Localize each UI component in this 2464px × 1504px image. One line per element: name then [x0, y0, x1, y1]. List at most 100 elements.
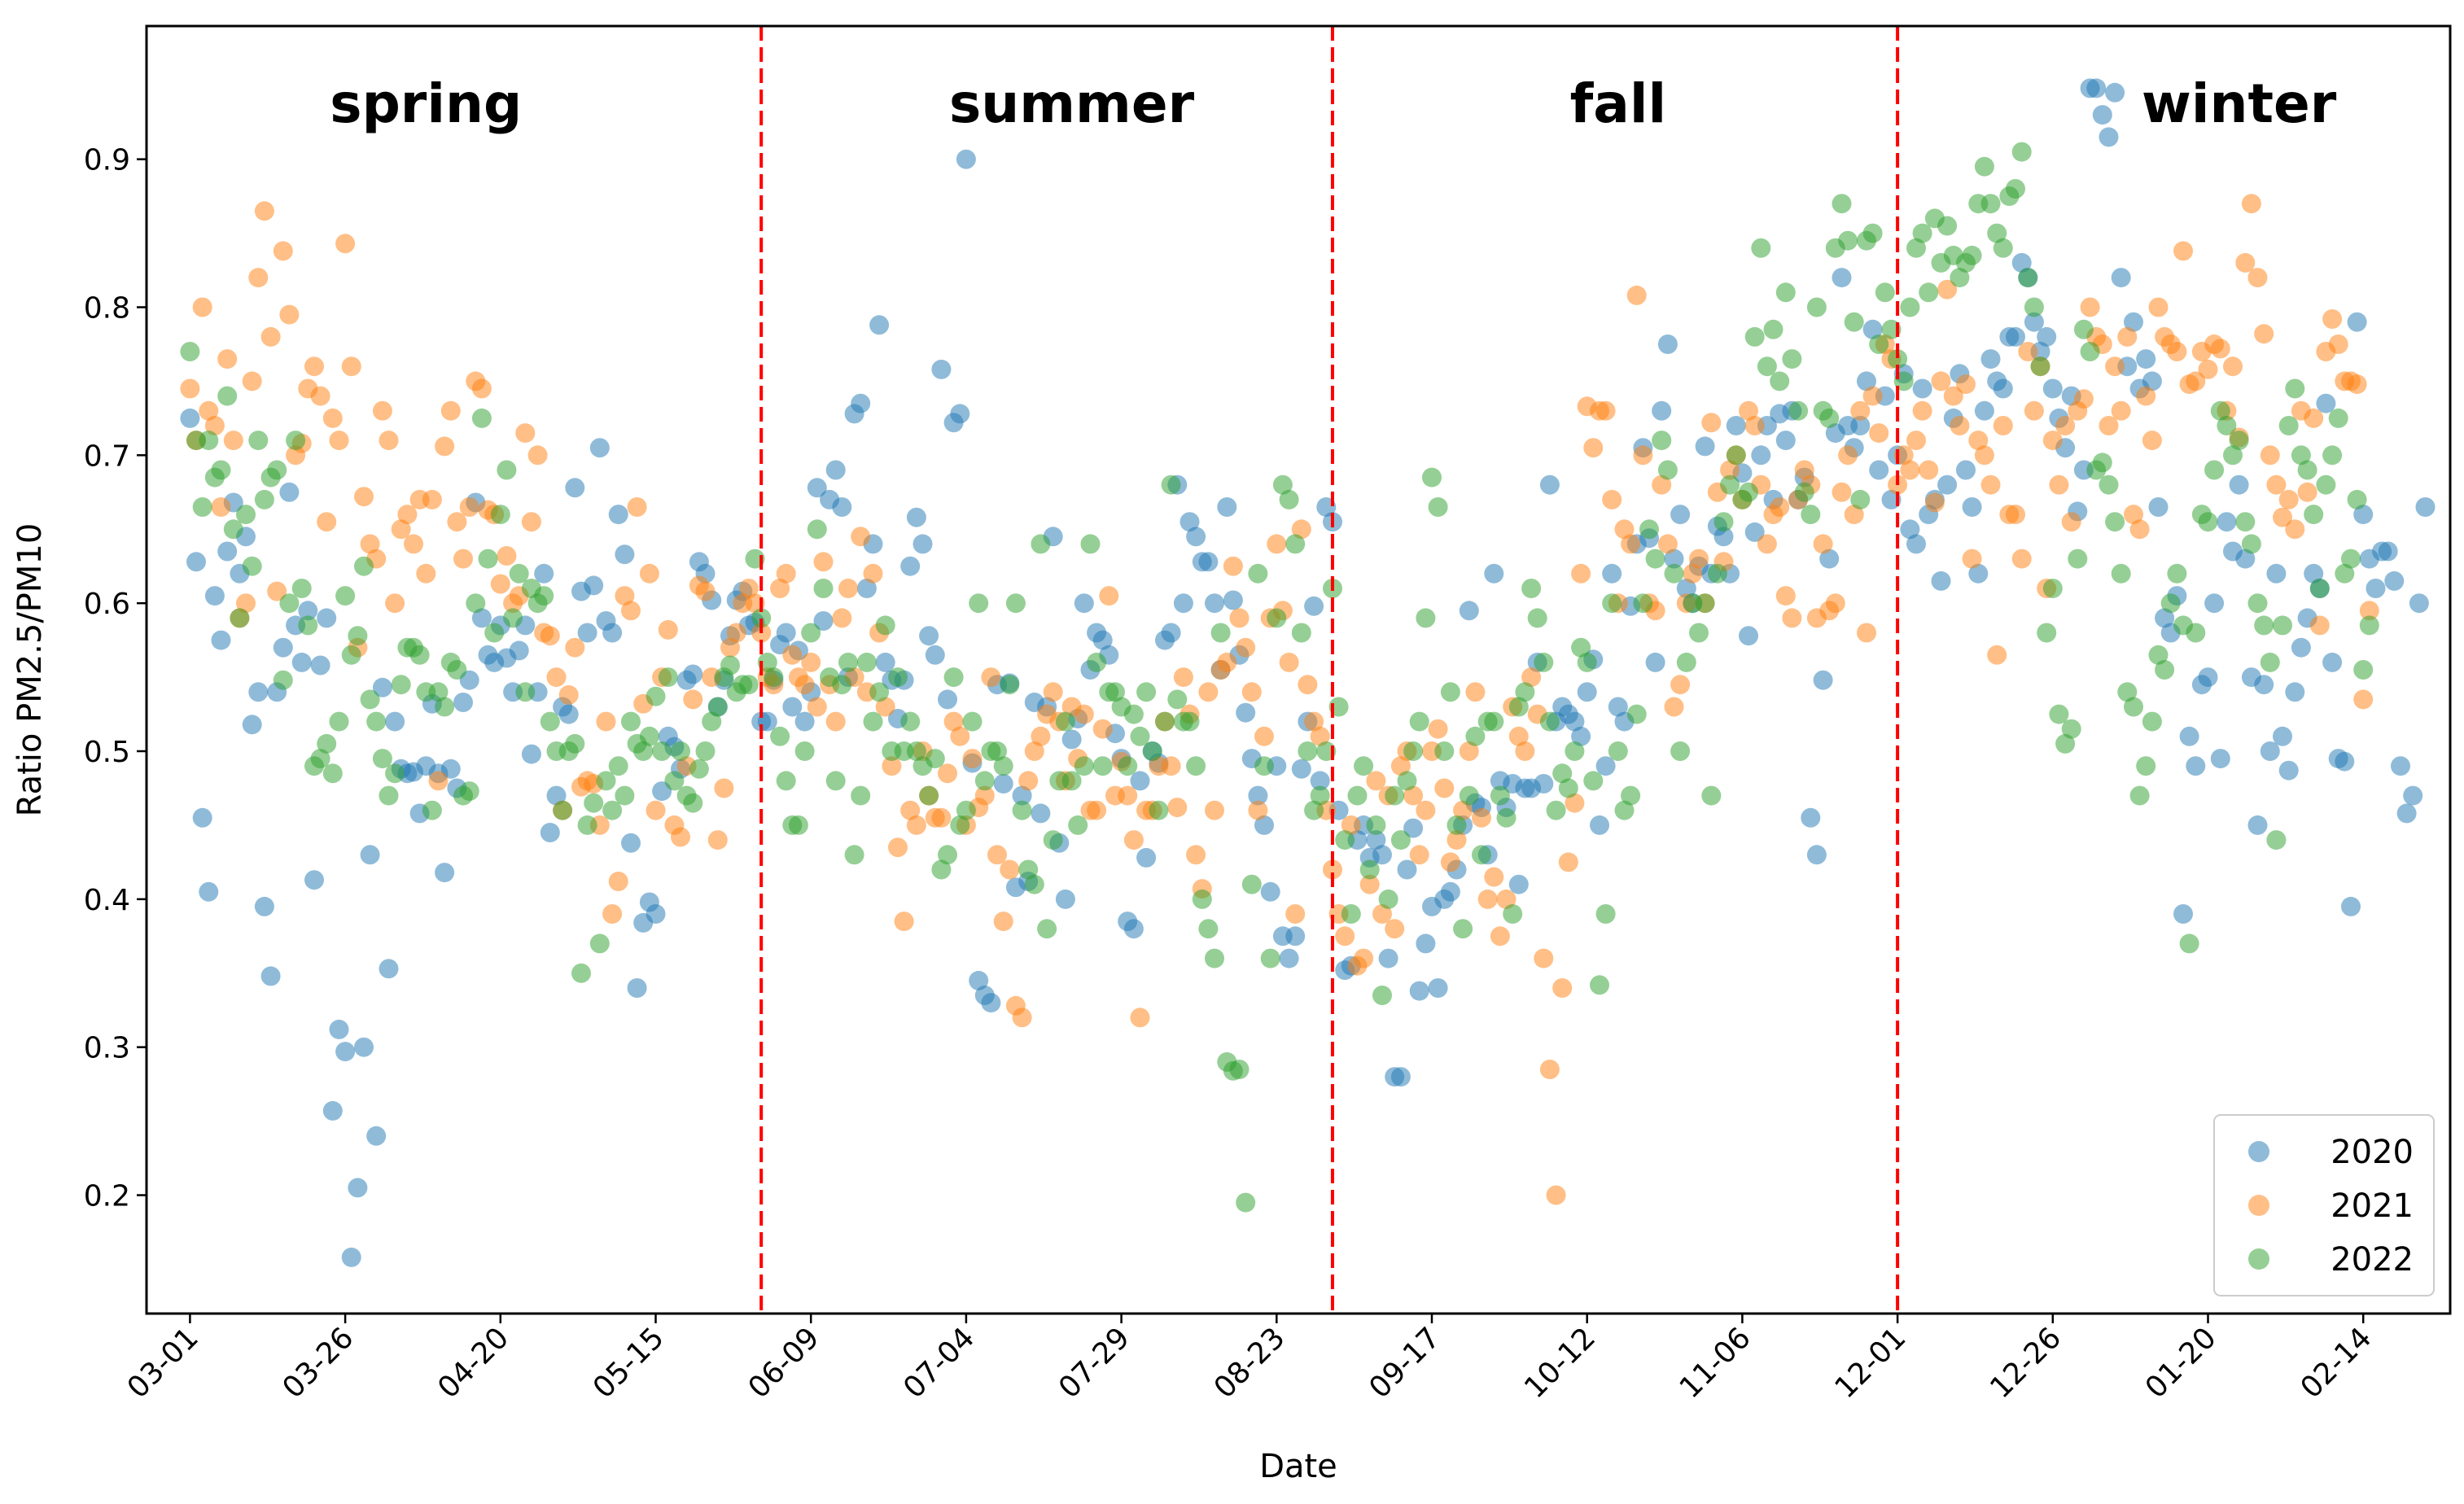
point-2021-128 — [974, 785, 995, 806]
point-2022-277 — [1900, 297, 1920, 317]
point-2022-128 — [974, 771, 995, 791]
point-2021-147 — [1092, 719, 1113, 739]
point-2021-2 — [192, 297, 212, 317]
point-2022-81 — [683, 793, 703, 813]
y-axis-label: Ratio PM2.5/PM10 — [11, 523, 49, 817]
point-2021-186 — [1335, 926, 1355, 947]
point-2021-36 — [404, 534, 423, 554]
point-2022-165 — [1205, 948, 1224, 968]
point-2020-120 — [925, 645, 945, 665]
point-2022-106 — [838, 652, 858, 672]
legend-box — [2213, 1114, 2435, 1296]
point-2022-348 — [2341, 549, 2361, 569]
point-2021-271 — [1862, 386, 1883, 406]
point-2022-218 — [1534, 652, 1554, 672]
point-2022-220 — [1546, 800, 1566, 820]
point-2020-360 — [2415, 497, 2436, 517]
point-2021-267 — [1838, 445, 1858, 466]
point-2022-241 — [1676, 652, 1696, 672]
point-2022-212 — [1496, 807, 1516, 828]
point-2022-162 — [1186, 756, 1206, 776]
point-2022-47 — [471, 408, 492, 428]
point-2021-130 — [987, 845, 1007, 865]
point-2022-104 — [825, 771, 846, 791]
point-2021-88 — [726, 623, 746, 643]
point-2020-323 — [2186, 756, 2206, 776]
point-2022-0 — [180, 342, 200, 361]
point-2022-294 — [2006, 179, 2025, 199]
point-2020-162 — [1186, 527, 1206, 547]
point-2020-299 — [2037, 326, 2057, 347]
point-2022-12 — [254, 489, 274, 509]
point-2022-157 — [1155, 711, 1175, 732]
point-2020-223 — [1565, 711, 1585, 732]
point-2020-238 — [1657, 334, 1678, 354]
point-2020-152 — [1123, 919, 1144, 939]
point-2020-75 — [646, 904, 666, 924]
point-2022-45 — [459, 781, 479, 802]
point-2020-240 — [1670, 505, 1691, 525]
point-2022-14 — [267, 460, 287, 480]
point-2022-317 — [2148, 645, 2169, 665]
point-2022-234 — [1633, 593, 1653, 614]
point-2022-309 — [2099, 474, 2119, 495]
point-2020-225 — [1577, 682, 1597, 702]
point-2020-111 — [869, 315, 890, 335]
point-2020-144 — [1074, 593, 1094, 614]
point-2021-189 — [1354, 948, 1374, 968]
point-2021-41 — [435, 436, 455, 457]
point-2021-203 — [1440, 852, 1460, 872]
point-2021-124 — [950, 726, 970, 746]
point-2021-239 — [1664, 697, 1684, 717]
point-2022-131 — [993, 756, 1013, 776]
point-2021-332 — [2241, 194, 2261, 214]
point-2020-119 — [919, 626, 939, 646]
point-2021-105 — [832, 608, 852, 628]
point-2022-125 — [956, 800, 976, 820]
point-2020-70 — [615, 544, 635, 565]
point-2021-210 — [1484, 867, 1504, 887]
point-2020-57 — [534, 563, 554, 584]
point-2021-108 — [851, 527, 871, 547]
point-2022-273 — [1875, 282, 1895, 303]
point-2022-172 — [1248, 563, 1268, 584]
point-2022-114 — [888, 667, 908, 688]
point-2021-24 — [329, 431, 349, 451]
point-2022-73 — [633, 741, 654, 761]
point-2022-105 — [832, 675, 852, 695]
point-2021-278 — [1906, 431, 1926, 451]
point-2021-194 — [1385, 919, 1405, 939]
point-2022-101 — [807, 519, 827, 540]
point-2021-167 — [1217, 652, 1237, 672]
point-2020-47 — [471, 608, 492, 628]
point-2021-97 — [782, 645, 803, 665]
point-2020-41 — [435, 863, 455, 883]
point-2022-258 — [1782, 349, 1802, 369]
point-2020-97 — [782, 697, 803, 717]
point-2020-201 — [1428, 978, 1448, 998]
point-2021-16 — [279, 304, 300, 325]
point-2021-90 — [738, 579, 759, 598]
point-2022-328 — [2217, 416, 2237, 435]
point-2021-160 — [1173, 667, 1193, 688]
point-2022-192 — [1372, 986, 1392, 1005]
point-2020-109 — [856, 579, 877, 598]
point-2021-38 — [416, 563, 436, 584]
point-2021-135 — [1018, 771, 1039, 791]
point-2022-76 — [652, 741, 672, 761]
point-2021-211 — [1490, 926, 1510, 947]
point-2022-246 — [1707, 563, 1727, 584]
point-2022-203 — [1440, 682, 1460, 702]
point-2022-280 — [1919, 282, 1939, 303]
point-2020-266 — [1832, 268, 1852, 288]
point-2021-321 — [2173, 241, 2193, 261]
point-2021-86 — [714, 778, 734, 798]
point-2022-52 — [503, 608, 523, 628]
point-2020-99 — [794, 711, 815, 732]
point-2022-31 — [372, 749, 392, 769]
point-2022-233 — [1626, 704, 1647, 724]
point-2022-117 — [906, 741, 926, 761]
point-2021-323 — [2186, 371, 2206, 391]
point-2021-195 — [1390, 756, 1411, 776]
